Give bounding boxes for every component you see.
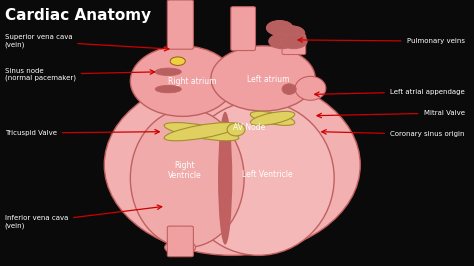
Ellipse shape	[218, 112, 232, 245]
Text: Cardiac Anatomy: Cardiac Anatomy	[5, 8, 151, 23]
Circle shape	[281, 34, 307, 49]
Ellipse shape	[164, 123, 239, 141]
Ellipse shape	[182, 101, 334, 255]
Text: Inferior vena cava
(vein): Inferior vena cava (vein)	[5, 205, 162, 229]
Circle shape	[278, 26, 305, 41]
Ellipse shape	[282, 84, 296, 94]
Text: Coronary sinus origin: Coronary sinus origin	[322, 130, 465, 137]
Text: Right
Ventricle: Right Ventricle	[168, 161, 202, 180]
Ellipse shape	[165, 240, 195, 255]
FancyBboxPatch shape	[231, 7, 255, 51]
Ellipse shape	[295, 76, 326, 100]
Text: Superior vena cava
(vein): Superior vena cava (vein)	[5, 35, 169, 51]
Ellipse shape	[130, 46, 235, 117]
Ellipse shape	[104, 74, 360, 255]
Ellipse shape	[164, 123, 239, 141]
Ellipse shape	[155, 68, 181, 76]
Ellipse shape	[155, 85, 181, 93]
Text: Left Ventricle: Left Ventricle	[243, 170, 293, 179]
Ellipse shape	[250, 111, 295, 125]
Text: Mitral Valve: Mitral Valve	[317, 110, 465, 118]
Ellipse shape	[211, 46, 315, 111]
Text: Left atrium: Left atrium	[246, 75, 289, 84]
Circle shape	[170, 57, 185, 65]
FancyBboxPatch shape	[282, 35, 306, 55]
Ellipse shape	[250, 111, 295, 125]
FancyBboxPatch shape	[167, 226, 193, 257]
Ellipse shape	[130, 109, 244, 247]
Text: Pulmonary veins: Pulmonary veins	[298, 38, 465, 44]
Circle shape	[266, 20, 293, 35]
Text: Sinus node
(normal pacemaker): Sinus node (normal pacemaker)	[5, 68, 155, 81]
Circle shape	[269, 34, 295, 49]
Text: Tricuspid Valve: Tricuspid Valve	[5, 130, 159, 136]
Text: AV Node: AV Node	[233, 123, 265, 132]
FancyBboxPatch shape	[167, 0, 193, 49]
Ellipse shape	[227, 123, 245, 136]
Text: Left atrial appendage: Left atrial appendage	[315, 89, 465, 97]
Text: Right atrium: Right atrium	[168, 77, 216, 86]
